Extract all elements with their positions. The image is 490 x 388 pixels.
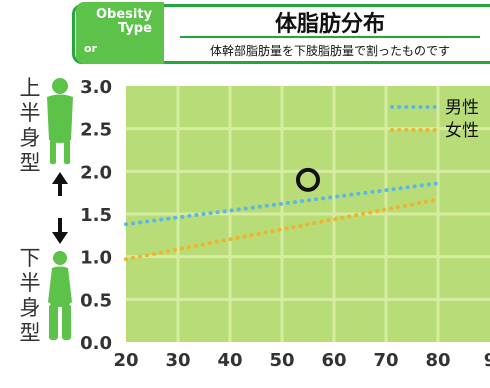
y-tick-label: 1.0: [80, 248, 112, 269]
upper-body-label-3: 身: [19, 126, 41, 150]
series-line-female: [124, 197, 440, 262]
y-tick-label: 2.0: [80, 162, 112, 183]
upper-body-figure-icon: [47, 78, 73, 164]
y-tick-label: 3.0: [80, 77, 112, 98]
x-tick-label: 30: [165, 350, 190, 371]
x-tick-label: 40: [217, 350, 242, 371]
upper-body-label-1: 上: [19, 76, 41, 100]
lower-body-figure-icon: [48, 251, 72, 340]
badge-text-type: Type: [118, 21, 152, 36]
y-tick-label: 1.5: [80, 205, 112, 226]
lower-body-label-1: 下: [19, 246, 41, 270]
badge-text-obesity: Obesity: [96, 7, 153, 22]
y-tick-label: 2.5: [80, 120, 112, 141]
x-tick-label: 70: [373, 350, 398, 371]
current-value-marker: [296, 167, 320, 192]
title-divider: [180, 36, 480, 38]
legend-label: 女性: [445, 121, 479, 141]
chart-subtitle: 体幹部脂肪量を下肢脂肪量で割ったものです: [209, 44, 450, 58]
arrow-up-icon: [52, 172, 68, 196]
upper-body-label-2: 半: [19, 101, 41, 125]
lower-body-label-3: 身: [19, 296, 41, 320]
badge-text-or: or: [84, 42, 97, 55]
obesity-type-badge: [76, 2, 164, 64]
upper-body-label-4: 型: [19, 151, 41, 175]
x-tick-label: 20: [113, 350, 138, 371]
x-tick-label: 50: [269, 350, 294, 371]
lower-body-label-2: 半: [19, 271, 41, 295]
lower-body-label-4: 型: [19, 321, 41, 345]
x-tick-label: 80: [425, 350, 450, 371]
x-tick-label: 9: [484, 350, 490, 371]
chart-title: 体脂肪分布: [274, 12, 385, 37]
x-tick-label: 60: [321, 350, 346, 371]
legend-label: 男性: [445, 98, 479, 118]
series-line-male: [124, 181, 440, 227]
y-tick-label: 0.5: [80, 290, 112, 311]
arrow-down-icon: [52, 218, 68, 244]
y-tick-label: 0.0: [80, 333, 112, 354]
